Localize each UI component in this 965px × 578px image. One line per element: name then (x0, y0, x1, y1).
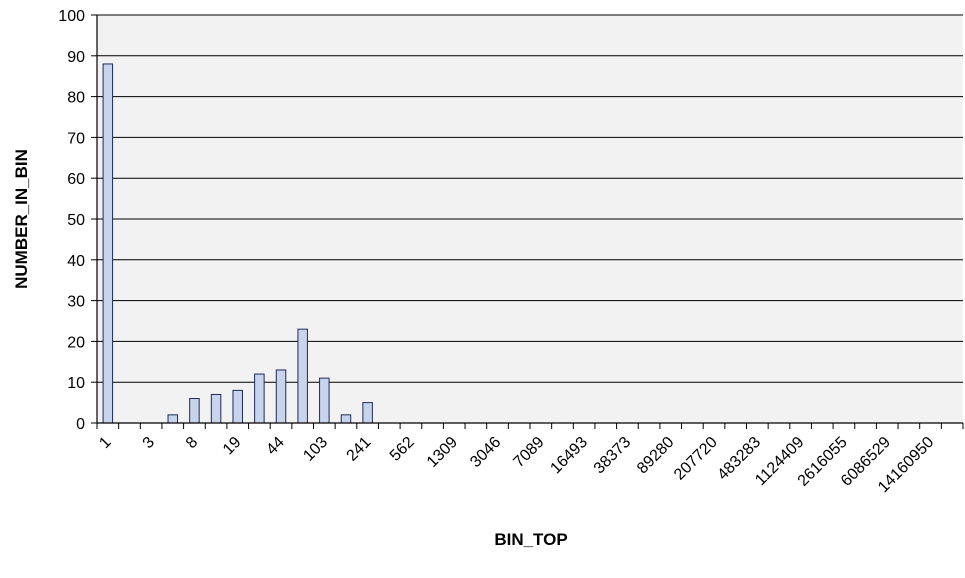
x-tick-label: 207720 (671, 434, 721, 484)
bar-5 (167, 414, 179, 424)
x-tick-label: 8 (183, 434, 201, 452)
y-tick-label: 100 (58, 8, 85, 25)
bar-68 (297, 328, 308, 424)
y-tick-label: 40 (67, 253, 85, 270)
x-axis-title: BIN_TOP (494, 530, 567, 549)
bar-29 (254, 373, 265, 424)
bar-158 (340, 414, 352, 424)
bar-44 (275, 369, 287, 424)
x-tick-label: 7089 (510, 434, 547, 471)
y-tick-label: 90 (67, 49, 85, 66)
y-tick-label: 70 (67, 130, 85, 147)
x-tick-label: 38373 (591, 434, 635, 478)
x-axis-ticks: 1 3 8 19 44 103 241 562 1309 3046 7089 16493 38373 89… (96, 423, 964, 496)
bar-19 (232, 389, 243, 424)
y-tick-label: 0 (76, 416, 85, 433)
bar-241 (362, 402, 373, 424)
x-tick-label: 562 (387, 434, 418, 465)
x-tick-label: 19 (220, 434, 245, 459)
bar-8 (189, 398, 200, 424)
x-tick-label: 1309 (424, 434, 461, 471)
x-tick-label: 241 (344, 434, 375, 465)
x-tick-label: 3 (140, 434, 158, 452)
x-tick-label: 1 (96, 434, 114, 452)
bar-103 (319, 377, 330, 424)
y-tick-label: 10 (67, 375, 85, 392)
bar-12 (210, 393, 222, 424)
y-axis-title: NUMBER_IN_BIN (12, 149, 31, 289)
bar-1 (102, 63, 114, 424)
y-tick-label: 30 (67, 294, 85, 311)
x-tick-label: 16493 (547, 434, 591, 478)
y-tick-label: 20 (67, 334, 85, 351)
y-tick-label: 50 (67, 212, 85, 229)
y-tick-label: 60 (67, 171, 85, 188)
x-tick-label: 44 (263, 434, 288, 459)
x-tick-label: 3046 (467, 434, 504, 471)
y-tick-label: 80 (67, 90, 85, 107)
x-tick-label: 103 (300, 434, 331, 465)
gridlines (97, 14, 963, 383)
y-axis-ticks: 0 10 20 30 40 50 60 70 80 90 100 (58, 8, 97, 433)
